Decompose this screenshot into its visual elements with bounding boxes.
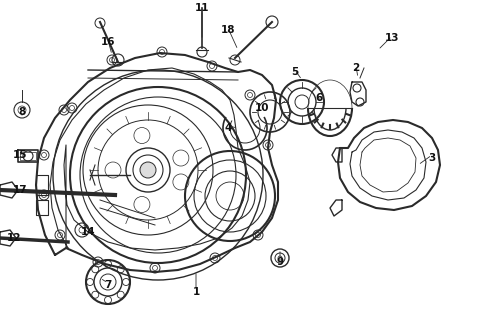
- Text: 5: 5: [291, 67, 299, 77]
- Text: 6: 6: [315, 93, 323, 103]
- Text: 4: 4: [224, 123, 232, 133]
- Text: 18: 18: [221, 25, 235, 35]
- Text: 15: 15: [13, 150, 27, 160]
- Text: 1: 1: [192, 287, 200, 297]
- Text: 7: 7: [104, 280, 112, 290]
- Text: 14: 14: [81, 227, 95, 237]
- Text: 17: 17: [13, 185, 27, 195]
- Text: 10: 10: [255, 103, 269, 113]
- Text: 12: 12: [7, 233, 21, 243]
- Text: 3: 3: [428, 153, 436, 163]
- Text: 9: 9: [276, 257, 284, 267]
- Text: 16: 16: [101, 37, 115, 47]
- Circle shape: [140, 162, 156, 178]
- Text: 13: 13: [385, 33, 399, 43]
- Text: 8: 8: [19, 107, 26, 117]
- Text: 11: 11: [195, 3, 209, 13]
- Text: 2: 2: [352, 63, 360, 73]
